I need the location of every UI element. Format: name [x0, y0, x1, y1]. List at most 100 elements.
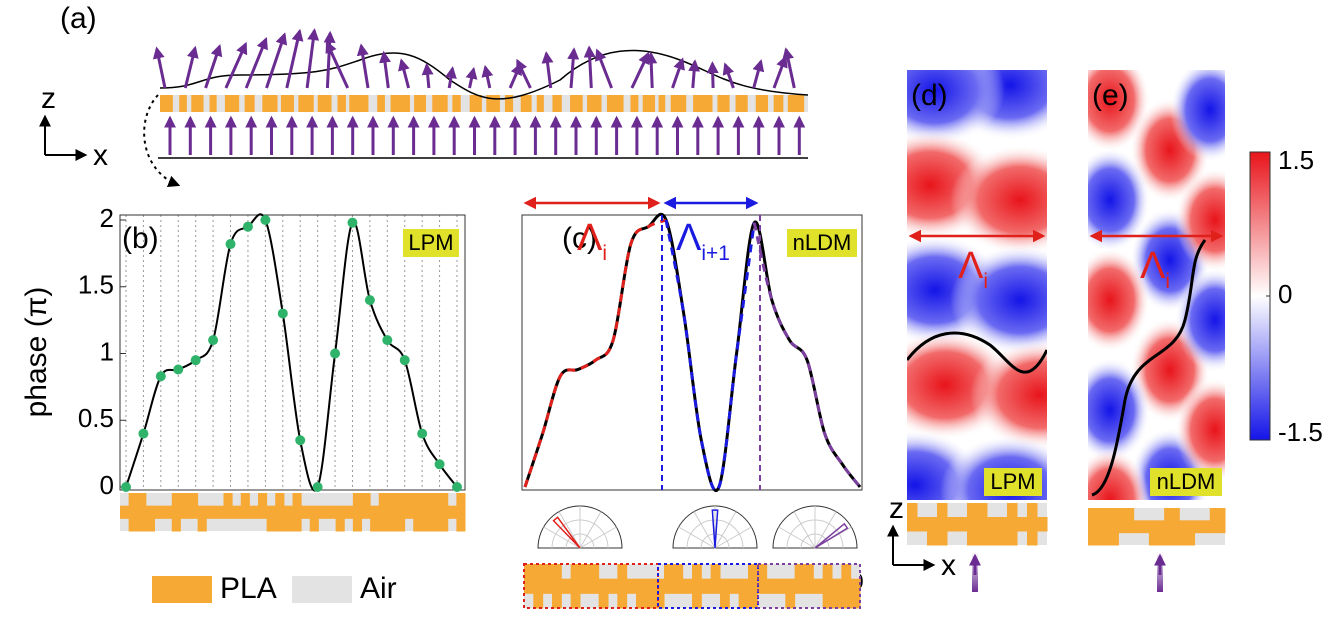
- wave-arrow: [325, 40, 350, 89]
- pla-cell: [977, 517, 988, 532]
- wave-arrow: [688, 59, 701, 89]
- pla-cell: [378, 505, 388, 519]
- pla-block: [773, 95, 784, 112]
- wave-arrow: [398, 58, 411, 89]
- phase-point: [347, 217, 358, 228]
- period-sub: i: [602, 242, 607, 265]
- pla-cell: [804, 564, 814, 580]
- period-label: Λi: [958, 245, 988, 292]
- pla-cell: [776, 578, 786, 594]
- wave-arrow: [421, 62, 434, 89]
- wave-arrow: [444, 66, 457, 89]
- pla-cell: [570, 578, 581, 594]
- wave-arrow: [323, 30, 336, 89]
- pla-cell: [327, 505, 337, 519]
- wave-arrow: [183, 45, 199, 89]
- pla-block: [469, 95, 482, 112]
- polar-lobe: [814, 522, 849, 549]
- pla-block: [755, 95, 769, 112]
- field-lobe: [1175, 168, 1225, 272]
- pla-block: [262, 95, 278, 112]
- pla-cell: [137, 505, 147, 519]
- phase-point: [225, 239, 236, 250]
- phase-point: [312, 482, 323, 492]
- pla-cell: [570, 564, 581, 580]
- wavefront: [907, 331, 1047, 374]
- plot-frame: [521, 214, 863, 491]
- pla-cell: [206, 505, 216, 519]
- pla-cell: [163, 505, 173, 519]
- pla-cell: [370, 518, 380, 532]
- polar-grid: [693, 511, 716, 549]
- pla-cell: [370, 505, 380, 519]
- pla-cell: [1088, 520, 1104, 534]
- legend-label: PLA: [220, 572, 277, 605]
- wave-arrow: [722, 62, 735, 89]
- wave-arrow: [706, 61, 719, 89]
- wave-arrow: [782, 47, 796, 89]
- pla-cell: [766, 578, 777, 594]
- axis-label: x: [93, 139, 108, 172]
- pla-cell: [421, 518, 431, 532]
- field-lobe: [1175, 268, 1225, 372]
- wave-arrow: [265, 32, 288, 89]
- pla-cell: [794, 578, 805, 594]
- wave-arrow: [630, 51, 650, 89]
- pla-cell: [1007, 531, 1018, 546]
- pla-block: [244, 95, 255, 112]
- pla-cell: [1027, 531, 1038, 546]
- pla-cell: [524, 564, 534, 580]
- pla-cell: [361, 505, 371, 519]
- pla-cell: [967, 517, 978, 532]
- pla-block: [432, 95, 448, 112]
- pla-cell: [1103, 508, 1119, 521]
- pla-cell: [154, 505, 164, 519]
- pla-cell: [542, 564, 553, 580]
- period-symbol: Λ: [577, 217, 603, 259]
- pla-cell: [570, 593, 581, 609]
- wave-arrow: [671, 57, 685, 89]
- pla-cell: [617, 564, 628, 580]
- pla-cell: [309, 518, 319, 532]
- wave-arrow: [772, 55, 788, 89]
- pla-cell: [180, 493, 190, 507]
- wave-arrow: [152, 46, 167, 89]
- pla-cell: [682, 578, 693, 594]
- pla-cell: [1017, 517, 1028, 532]
- panel-label: (c): [562, 222, 597, 255]
- pla-cell: [552, 593, 562, 609]
- pla-cell: [292, 493, 302, 507]
- pla-cell: [785, 593, 796, 609]
- phase-curve-red: [523, 218, 667, 488]
- pla-cell: [967, 531, 978, 546]
- tag: nLDM: [793, 230, 852, 255]
- pla-cell: [352, 505, 362, 519]
- pla-block: [298, 95, 314, 112]
- pla-cell: [421, 505, 431, 519]
- pla-cell: [533, 578, 544, 594]
- pla-cell: [608, 578, 618, 594]
- tag: LPM: [990, 469, 1035, 494]
- colorbar-label: -1.5: [1278, 417, 1323, 447]
- wave-arrow: [204, 43, 223, 89]
- pla-cell: [561, 578, 572, 594]
- pla-cell: [283, 505, 293, 519]
- pla-cell: [654, 578, 665, 594]
- pla-cell: [710, 578, 721, 594]
- wave-arrow: [356, 43, 370, 89]
- axis-label: z: [41, 82, 56, 115]
- period-sub: i+1: [701, 242, 729, 265]
- phase-point: [364, 295, 375, 306]
- pla-cell: [917, 517, 928, 532]
- phase-point: [417, 428, 428, 439]
- pla-cell: [757, 578, 768, 594]
- pla-cell: [430, 518, 440, 532]
- pla-cell: [617, 578, 628, 594]
- wave-arrow: [583, 45, 596, 89]
- field-lobe: [950, 145, 1047, 255]
- pla-cell: [710, 564, 721, 580]
- pla-cell: [664, 578, 674, 594]
- unit-cell: [757, 563, 861, 609]
- phase-point: [138, 428, 149, 439]
- axis-label: z: [889, 492, 904, 525]
